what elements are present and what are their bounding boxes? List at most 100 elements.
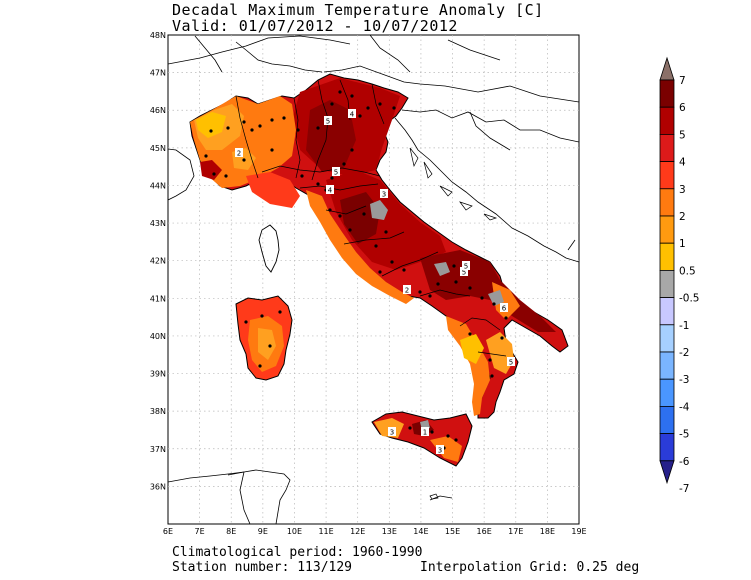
colorbar-swatch — [659, 433, 675, 462]
map-title: Decadal Maximum Temperature Anomaly [C] — [172, 1, 544, 19]
station-dot — [296, 128, 300, 132]
station-dot — [408, 426, 412, 430]
station-dot — [316, 126, 320, 130]
africa-coast — [227, 469, 291, 524]
colorbar-swatch — [659, 378, 675, 407]
lon-tick-label: 17E — [508, 527, 523, 536]
station-dot — [338, 90, 342, 94]
contour-labels: 4 5 2 5 4 3 5 6 5 2 5 3 3 1 — [235, 109, 515, 455]
svg-text:5: 5 — [326, 118, 330, 126]
lat-tick-label: 47N — [150, 69, 166, 78]
station-dot — [402, 268, 406, 272]
lon-tick-label: 18E — [540, 527, 555, 536]
station-dot — [270, 118, 274, 122]
colorbar-swatch — [659, 405, 675, 434]
neighbour-borders — [168, 35, 579, 524]
colorbar-swatch — [659, 161, 675, 190]
station-dot — [244, 320, 248, 324]
svg-text:5: 5 — [509, 359, 513, 367]
lat-tick-label: 40N — [150, 332, 166, 341]
lat-tick-label: 39N — [150, 370, 166, 379]
station-dot — [260, 314, 264, 318]
svg-text:5: 5 — [464, 263, 468, 271]
colorbar-swatch — [659, 242, 675, 271]
svg-text:3: 3 — [382, 191, 386, 199]
svg-text:5: 5 — [462, 269, 466, 277]
contour-label: 3 — [436, 445, 444, 455]
valid-period: Valid: 01/07/2012 - 10/07/2012 — [172, 17, 458, 35]
station-markers — [204, 90, 508, 450]
lat-tick-label: 44N — [150, 181, 166, 190]
station-dot — [490, 374, 494, 378]
station-dot — [480, 296, 484, 300]
station-dot — [358, 114, 362, 118]
station-dot — [338, 214, 342, 218]
lat-tick-label: 37N — [150, 445, 166, 454]
colorbar-label: 4 — [679, 157, 686, 169]
contour-label: 2 — [403, 285, 411, 295]
colorbar-label: -7 — [679, 483, 689, 495]
station-dot — [454, 438, 458, 442]
colorbar-top-arrow — [659, 56, 675, 81]
lat-tick-label: 48N — [150, 31, 166, 40]
svg-text:2: 2 — [237, 150, 241, 158]
lat-tick-label: 38N — [150, 407, 166, 416]
adriatic-islands — [409, 147, 498, 221]
station-dot — [436, 282, 440, 286]
colorbar-label: -2 — [679, 347, 689, 359]
colorbar-swatch — [659, 215, 675, 244]
station-dot — [300, 174, 304, 178]
contour-label: 5 — [507, 357, 515, 367]
colorbar-swatch — [659, 351, 675, 380]
svg-text:5: 5 — [334, 169, 338, 177]
station-dot — [268, 344, 272, 348]
lon-tick-label: 13E — [382, 527, 397, 536]
malta — [429, 493, 439, 500]
contour-label: 1 — [421, 427, 429, 437]
station-dot — [328, 208, 332, 212]
contour-label: 4 — [348, 109, 356, 119]
station-dot — [350, 148, 354, 152]
station-dot — [316, 182, 320, 186]
station-dot — [488, 358, 492, 362]
contour-label: 2 — [235, 148, 243, 158]
station-dot — [430, 430, 434, 434]
svg-text:1: 1 — [423, 429, 427, 437]
contour-label: 5 — [332, 167, 340, 177]
station-dot — [242, 158, 246, 162]
lat-tick-label: 46N — [150, 106, 166, 115]
colorbar-label: 6 — [679, 102, 686, 114]
station-dot — [270, 148, 274, 152]
contour-label: 5 — [462, 261, 470, 271]
station-dot — [492, 302, 496, 306]
station-dot — [350, 94, 354, 98]
colorbar-label: -1 — [679, 320, 689, 332]
lon-tick-label: 6E — [163, 527, 173, 536]
colorbar-label: -6 — [679, 456, 690, 468]
station-dot — [378, 270, 382, 274]
sardinia — [235, 295, 293, 381]
station-dot — [366, 106, 370, 110]
station-dot — [390, 260, 394, 264]
contour-label: 5 — [324, 116, 332, 126]
lon-tick-label: 7E — [195, 527, 205, 536]
colorbar-label: 1 — [679, 238, 686, 250]
station-dot — [209, 129, 213, 133]
colorbar-bottom-arrow — [659, 460, 675, 485]
station-dot — [446, 434, 450, 438]
contour-label: 6 — [500, 303, 508, 313]
station-dot — [378, 102, 382, 106]
colorbar-label: -4 — [679, 401, 690, 413]
colorbar-swatch — [659, 106, 675, 135]
contour-label: 3 — [388, 427, 396, 437]
lon-tick-label: 14E — [413, 527, 428, 536]
colorbar-label: -0.5 — [679, 293, 700, 305]
colorbar-label: 7 — [679, 75, 686, 87]
colorbar-label: -3 — [679, 374, 689, 386]
lat-tick-label: 42N — [150, 257, 166, 266]
lon-tick-label: 19E — [571, 527, 586, 536]
svg-text:4: 4 — [350, 111, 355, 119]
lon-tick-label: 8E — [226, 527, 236, 536]
station-dot — [418, 290, 422, 294]
colorbar-swatch — [659, 79, 675, 108]
